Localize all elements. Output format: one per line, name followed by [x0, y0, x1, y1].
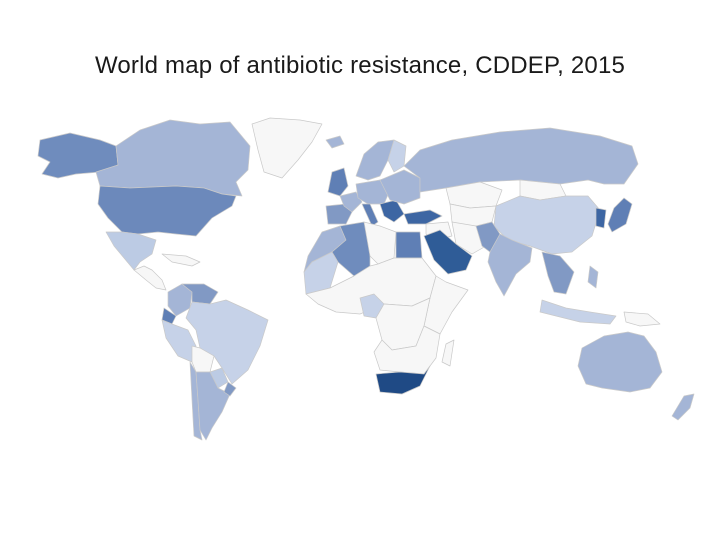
uruguay-region[interactable] [223, 381, 237, 397]
caribbean-region[interactable] [161, 253, 201, 267]
france-region[interactable] [339, 191, 363, 213]
russia-region[interactable] [403, 127, 639, 193]
southern-africa-region[interactable] [373, 325, 441, 375]
new-zealand-region[interactable] [671, 393, 695, 421]
italy-region[interactable] [361, 203, 379, 227]
brazil-region[interactable] [185, 299, 269, 385]
map-title: World map of antibiotic resistance, CDDE… [94, 52, 626, 79]
iberia-region[interactable] [325, 203, 353, 225]
alaska-region[interactable] [37, 132, 119, 179]
south-africa-region[interactable] [375, 365, 431, 395]
australia-region[interactable] [577, 331, 663, 393]
uk-ireland-region[interactable] [327, 167, 349, 197]
philippines-region[interactable] [587, 265, 599, 289]
papua-region[interactable] [623, 311, 661, 327]
southeast-asia-region[interactable] [541, 251, 575, 295]
argentina-region[interactable] [195, 371, 231, 441]
iceland-region[interactable] [325, 135, 345, 149]
turkey-region[interactable] [403, 209, 443, 225]
mexico-region[interactable] [105, 231, 157, 271]
usa-region[interactable] [97, 185, 237, 237]
japan-region[interactable] [607, 197, 633, 233]
egypt-region[interactable] [395, 231, 423, 259]
korea-region[interactable] [595, 207, 607, 229]
canada-region[interactable] [95, 119, 251, 197]
central-america-region[interactable] [133, 265, 167, 291]
india-region[interactable] [487, 233, 533, 297]
madagascar-region[interactable] [441, 339, 455, 367]
eastern-europe-region[interactable] [379, 169, 421, 205]
peru-region[interactable] [161, 319, 197, 363]
saudi-arabia-region[interactable] [423, 229, 473, 275]
greenland-region[interactable] [251, 117, 323, 179]
finland-region[interactable] [387, 139, 407, 173]
indonesia-region[interactable] [539, 299, 617, 325]
